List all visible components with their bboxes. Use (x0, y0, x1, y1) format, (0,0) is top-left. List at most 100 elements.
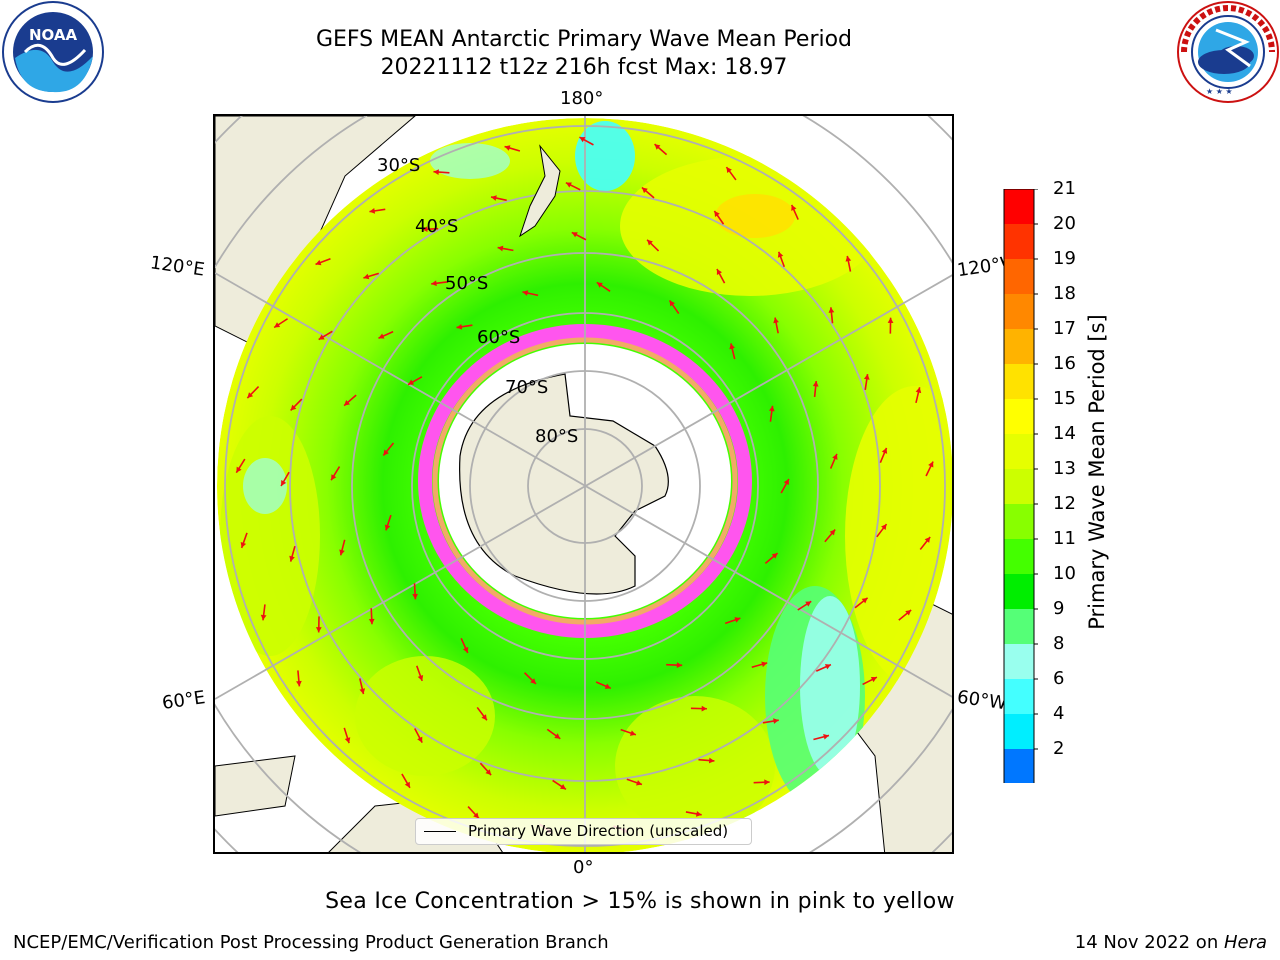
wave-arrow-head (777, 251, 784, 258)
wave-arrow-head (339, 549, 345, 556)
colorbar-segment (1004, 679, 1034, 714)
wave-arrow-head (829, 529, 836, 536)
wave-arrow-head (331, 474, 337, 481)
lat-label-70s: 70°S (505, 377, 548, 398)
wave-arrow-head (824, 664, 831, 670)
wave-arrow-head (771, 553, 778, 559)
lat-label-30s: 30°S (377, 155, 420, 176)
colorbar-segment (1004, 224, 1034, 259)
wave-arrow-head (701, 705, 707, 712)
wave-arrow-head (497, 245, 504, 252)
wave-arrow-head (845, 255, 852, 262)
wave-arrow-head (456, 323, 463, 330)
wave-arrow-head (359, 688, 366, 695)
wave-arrow-head (318, 334, 325, 340)
wave-arrow-head (260, 614, 267, 621)
colorbar-tick-label: 8 (1053, 633, 1065, 654)
wave-arrow-head (761, 661, 768, 668)
noaa-logo: NOAA (2, 1, 104, 103)
wave-arrow-head (654, 144, 661, 150)
wave-arrow-head (676, 662, 683, 669)
new-zealand-outline (519, 144, 561, 238)
wave-arrow-head (863, 374, 870, 380)
wave-arrow-head (571, 232, 578, 238)
colorbar-tick-label: 6 (1053, 668, 1065, 689)
wave-arrow-head (579, 137, 586, 143)
legend-line-sample (424, 831, 456, 832)
colorbar-tick-label: 19 (1053, 248, 1076, 269)
wave-arrow-head (768, 405, 775, 412)
wave-arrow-head (791, 204, 797, 211)
colorbar-tick-label: 4 (1053, 703, 1065, 724)
wave-arrow-head (716, 269, 722, 276)
colorbar-tick-label: 17 (1053, 318, 1076, 339)
lat-label-50s: 50°S (445, 273, 488, 294)
wave-arrow-head (417, 736, 423, 743)
wave-arrow-head (881, 447, 888, 454)
map-legend: Primary Wave Direction (unscaled) (415, 818, 752, 845)
colorbar-segment (1004, 259, 1034, 294)
colorbar-tick-label: 14 (1053, 423, 1076, 444)
wave-arrow-head (604, 683, 611, 689)
wave-arrow-head (764, 779, 770, 786)
wave-arrow-head (417, 674, 424, 681)
colorbar-tick-label: 9 (1053, 598, 1065, 619)
wave-arrow-head (240, 542, 247, 548)
wave-arrow-head (431, 280, 437, 287)
lon-label-0: 0° (573, 857, 594, 878)
map-panel: 30°S 40°S 50°S 60°S 70°S 80°S (213, 114, 954, 854)
colorbar-tick-label: 2 (1053, 738, 1065, 759)
wave-arrow-head (344, 737, 351, 744)
wave-arrow-head (315, 259, 322, 266)
wave-arrow-head (404, 781, 410, 788)
wave-arrow-head (504, 145, 511, 151)
wave-arrow-head (407, 379, 414, 385)
wave-arrow-head (832, 453, 838, 460)
wave-arrow-head (281, 480, 287, 487)
wave-arrow-head (870, 676, 877, 683)
lon-label-180: 180° (560, 88, 604, 109)
colorbar-segment (1004, 539, 1034, 574)
wave-arrow-head (383, 449, 389, 456)
colorbar-tick-label: 13 (1053, 458, 1076, 479)
wave-arrow-head (783, 478, 789, 485)
svg-text:★ ★ ★: ★ ★ ★ (1206, 87, 1233, 96)
colorbar-tick-label: 10 (1053, 563, 1076, 584)
map-subtitle: 20221112 t12z 216h fcst Max: 18.97 (380, 55, 788, 80)
wave-arrow-head (274, 322, 281, 328)
colorbar-segment (1004, 714, 1034, 749)
lon-label-60e: 60°E (160, 687, 207, 714)
colorbar-segment (1004, 294, 1034, 329)
wave-arrow-head (481, 714, 487, 721)
wave-arrow-head (530, 678, 536, 684)
legend-label: Primary Wave Direction (unscaled) (468, 822, 729, 840)
wave-arrow-head (905, 609, 912, 616)
colorbar-segment (1004, 189, 1034, 224)
wave-arrow-head (729, 343, 735, 350)
wave-arrow-head (641, 187, 648, 194)
colorbar-tick-label: 18 (1053, 283, 1076, 304)
wave-arrow-head (289, 555, 295, 562)
lon-label-120e: 120°E (148, 252, 206, 281)
colorbar-tick-label: 21 (1053, 178, 1076, 199)
colorbar-tick-label: 20 (1053, 213, 1076, 234)
colorbar-segment (1004, 469, 1034, 504)
wave-arrow-head (384, 524, 391, 531)
wave-arrow-head (924, 536, 931, 543)
antarctica-outline (459, 373, 669, 595)
wave-arrow-head (363, 273, 370, 280)
colorbar-tick-label: 16 (1053, 353, 1076, 374)
lon-label-60w: 60°W (955, 686, 1008, 715)
wave-arrow-head (315, 627, 322, 633)
wave-arrow-head (915, 387, 922, 394)
colorbar-segment (1004, 364, 1034, 399)
wave-arrow-head (412, 593, 418, 600)
wave-arrow-head (473, 812, 479, 819)
wave-arrow-head (636, 780, 642, 786)
map-title: GEFS MEAN Antarctic Primary Wave Mean Pe… (315, 27, 853, 52)
wave-arrow-head (290, 404, 297, 411)
wave-arrow-head (726, 167, 732, 173)
wave-arrow-head (485, 769, 492, 776)
wave-arrow-head (647, 239, 653, 246)
nws-logo: ★ ★ ★ (1177, 1, 1279, 103)
